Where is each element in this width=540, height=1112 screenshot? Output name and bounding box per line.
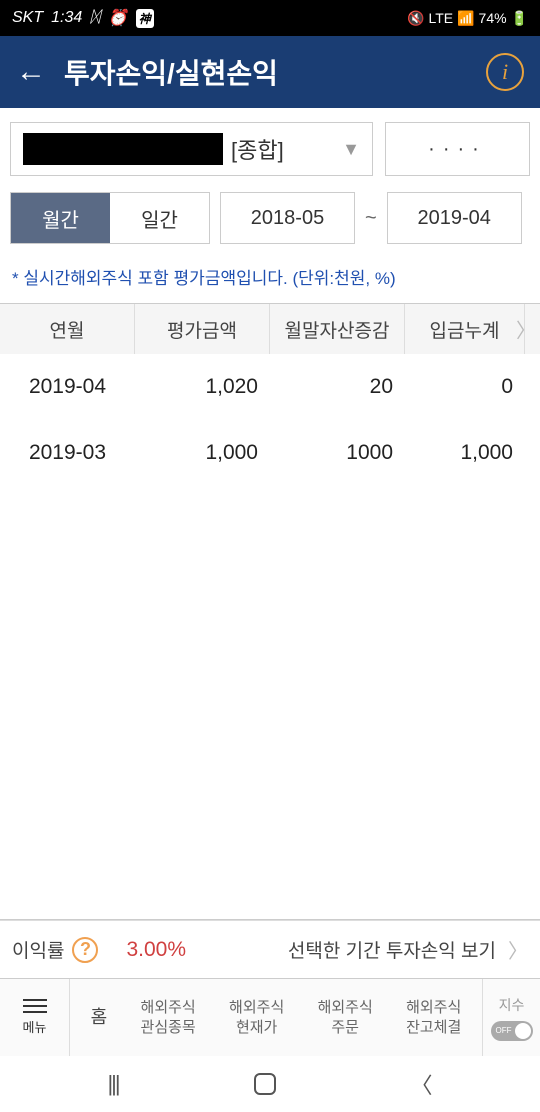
th-valuation: 평가금액 bbox=[135, 304, 270, 354]
chevron-down-icon: ▼ bbox=[342, 139, 360, 160]
cell-period: 2019-03 bbox=[0, 420, 135, 486]
date-separator: ~ bbox=[365, 207, 377, 230]
system-nav: ||| 〈 bbox=[0, 1056, 540, 1112]
menu-button[interactable]: 메뉴 bbox=[0, 979, 70, 1056]
nav-line1: 해외주식 bbox=[406, 998, 461, 1018]
table-body[interactable]: 2019-04 1,020 20 0 2019-03 1,000 1000 1,… bbox=[0, 354, 540, 919]
chevron-right-icon: 〉 bbox=[508, 935, 528, 964]
carrier-label: SKT bbox=[12, 9, 43, 27]
hamburger-icon bbox=[23, 999, 47, 1013]
recents-button[interactable]: ||| bbox=[107, 1071, 118, 1097]
account-row: [종합] ▼ ···· bbox=[0, 108, 540, 184]
menu-label: 메뉴 bbox=[23, 1017, 47, 1036]
date-to-input[interactable]: 2019-04 bbox=[387, 192, 522, 244]
pin-input[interactable]: ···· bbox=[385, 122, 530, 176]
nav-watchlist[interactable]: 해외주식 관심종목 bbox=[141, 998, 196, 1037]
app-badge: 神 bbox=[136, 9, 154, 28]
cell-change: 20 bbox=[270, 354, 405, 420]
back-button[interactable]: 〈 bbox=[411, 1068, 433, 1100]
date-from-input[interactable]: 2018-05 bbox=[220, 192, 355, 244]
nav-line1: 해외주식 bbox=[141, 998, 196, 1018]
tab-monthly[interactable]: 월간 bbox=[11, 193, 110, 243]
cell-valuation: 1,000 bbox=[135, 420, 270, 486]
status-right: 🔇 LTE 📶 74% 🔋 bbox=[407, 10, 528, 27]
account-number-redacted bbox=[23, 133, 223, 165]
cell-deposit: 0 bbox=[405, 354, 525, 420]
table-row[interactable]: 2019-04 1,020 20 0 bbox=[0, 354, 540, 420]
alarm-icon: ⏰ bbox=[108, 8, 128, 28]
app-header: ← 투자손익/실현손익 i bbox=[0, 36, 540, 108]
back-arrow-icon[interactable]: ← bbox=[16, 55, 46, 89]
nav-balance[interactable]: 해외주식 잔고체결 bbox=[406, 998, 461, 1037]
cell-change: 1000 bbox=[270, 420, 405, 486]
nav-order[interactable]: 해외주식 주문 bbox=[318, 998, 373, 1037]
table-row[interactable]: 2019-03 1,000 1000 1,000 bbox=[0, 420, 540, 486]
profit-rate-value: 3.00% bbox=[126, 938, 186, 962]
nav-price[interactable]: 해외주식 현재가 bbox=[229, 998, 284, 1037]
status-bar: SKT 1:34 ᛞ ⏰ 神 🔇 LTE 📶 74% 🔋 bbox=[0, 0, 540, 36]
nav-line1: 해외주식 bbox=[229, 998, 284, 1018]
footnote: * 실시간해외주식 포함 평가금액입니다. (단위:천원, %) bbox=[0, 258, 540, 303]
filter-row: 월간 일간 2018-05 ~ 2019-04 bbox=[0, 184, 540, 258]
bottom-nav: 메뉴 홈 해외주식 관심종목 해외주식 현재가 해외주식 주문 해외주식 잔고체… bbox=[0, 978, 540, 1056]
table-header-row: 연월 평가금액 월말자산증감 입금누계 〉 bbox=[0, 304, 540, 354]
index-label: 지수 bbox=[499, 995, 525, 1015]
status-left: SKT 1:34 ᛞ ⏰ 神 bbox=[12, 8, 154, 28]
battery-label: 74% bbox=[479, 10, 507, 26]
index-panel: 지수 OFF bbox=[482, 979, 540, 1056]
tab-daily[interactable]: 일간 bbox=[110, 193, 209, 243]
nav-line2: 관심종목 bbox=[141, 1018, 196, 1038]
profit-rate-label: 이익률 bbox=[12, 936, 64, 963]
signal-icon: 📶 bbox=[457, 10, 474, 27]
clock-label: 1:34 bbox=[51, 9, 82, 27]
nav-line1: 해외주식 bbox=[318, 998, 373, 1018]
index-toggle[interactable]: OFF bbox=[491, 1021, 533, 1041]
cell-valuation: 1,020 bbox=[135, 354, 270, 420]
nfc-icon: ᛞ bbox=[90, 9, 100, 27]
account-selector[interactable]: [종합] ▼ bbox=[10, 122, 373, 176]
cell-deposit: 1,000 bbox=[405, 420, 525, 486]
view-details-link[interactable]: 선택한 기간 투자손익 보기 bbox=[288, 936, 496, 963]
th-period: 연월 bbox=[0, 304, 135, 354]
data-table: 연월 평가금액 월말자산증감 입금누계 〉 2019-04 1,020 20 0… bbox=[0, 303, 540, 920]
period-tabs: 월간 일간 bbox=[10, 192, 210, 244]
nav-home[interactable]: 홈 bbox=[91, 1006, 108, 1029]
scroll-right-icon[interactable]: 〉 bbox=[516, 315, 536, 344]
th-asset-change: 월말자산증감 bbox=[270, 304, 405, 354]
nav-items: 홈 해외주식 관심종목 해외주식 현재가 해외주식 주문 해외주식 잔고체결 bbox=[70, 979, 482, 1056]
nav-line2: 잔고체결 bbox=[406, 1018, 461, 1038]
mute-icon: 🔇 bbox=[407, 10, 424, 27]
nav-line2: 주문 bbox=[318, 1018, 373, 1038]
info-icon[interactable]: i bbox=[486, 53, 524, 91]
lte-label: LTE bbox=[428, 10, 453, 26]
help-icon[interactable]: ? bbox=[72, 937, 98, 963]
summary-bar: 이익률 ? 3.00% 선택한 기간 투자손익 보기 〉 bbox=[0, 920, 540, 978]
account-type-label: [종합] bbox=[231, 133, 284, 165]
page-title: 투자손익/실현손익 bbox=[64, 52, 468, 92]
cell-period: 2019-04 bbox=[0, 354, 135, 420]
th-deposit-total: 입금누계 bbox=[405, 304, 525, 354]
battery-icon: 🔋 bbox=[511, 10, 528, 27]
nav-line2: 현재가 bbox=[229, 1018, 284, 1038]
home-button[interactable] bbox=[254, 1073, 276, 1095]
